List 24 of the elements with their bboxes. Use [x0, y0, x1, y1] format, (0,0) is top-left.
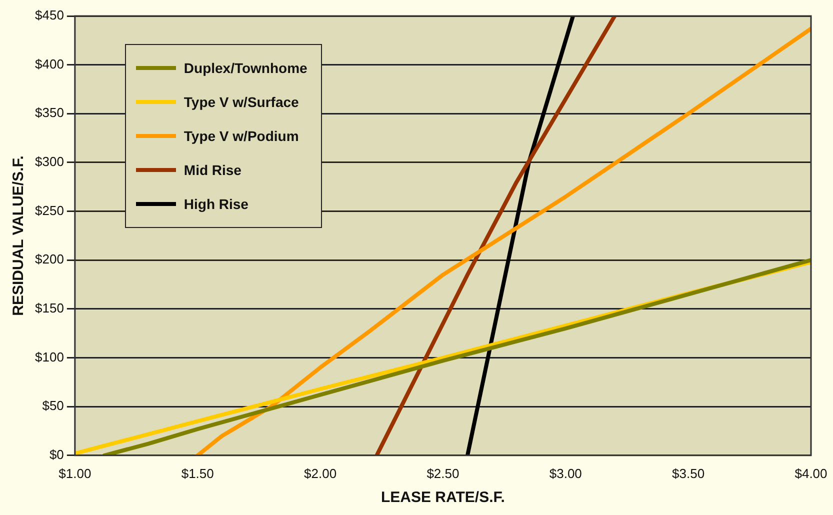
y-tick-label: $300 — [35, 154, 64, 170]
y-tick-label: $250 — [35, 202, 64, 218]
y-axis-title: RESIDUAL VALUE/S.F. — [10, 156, 28, 316]
x-axis-title: LEASE RATE/S.F. — [381, 489, 505, 506]
x-tick-label: $1.00 — [58, 466, 92, 481]
y-tick-label: $200 — [35, 252, 64, 267]
y-tick-label: $0 — [49, 446, 64, 462]
legend-label: Type V w/Surface — [184, 94, 299, 110]
y-tick-label: $150 — [35, 300, 64, 316]
x-tick-label: $1.50 — [181, 466, 214, 481]
x-tick-label: $2.50 — [426, 466, 460, 481]
y-tick-label: $50 — [42, 398, 64, 414]
y-tick-label: $350 — [35, 105, 64, 120]
legend-label: High Rise — [184, 196, 248, 212]
y-tick-label: $450 — [35, 8, 64, 23]
x-tick-label: $3.50 — [672, 466, 705, 481]
legend-label: Mid Rise — [184, 162, 242, 178]
x-tick-label: $3.00 — [549, 466, 582, 481]
legend-label: Type V w/Podium — [184, 128, 299, 144]
y-tick-label: $400 — [35, 56, 64, 72]
legend-label: Duplex/Townhome — [184, 60, 308, 76]
y-tick-label: $100 — [35, 349, 64, 364]
x-tick-label: $4.00 — [794, 466, 828, 481]
x-tick-label: $2.00 — [304, 466, 337, 481]
